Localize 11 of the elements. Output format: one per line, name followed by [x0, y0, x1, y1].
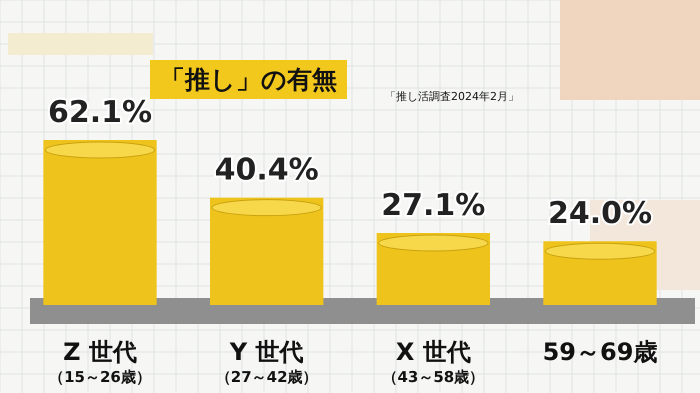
- x-tick-label: 59～69歳: [542, 338, 658, 366]
- data-label: 24.0%: [548, 196, 652, 232]
- chart-title: 「推し」の有無: [160, 65, 337, 94]
- x-tick-label: X 世代（43～58歳）: [382, 338, 484, 386]
- x-tick-label: Y 世代（27～42歳）: [216, 338, 318, 386]
- data-label: 40.4%: [214, 152, 319, 188]
- text: 「推し活調査2024年2月」: [385, 90, 519, 103]
- data-label: 27.1%: [381, 188, 486, 223]
- data-label: 62.1%: [48, 95, 152, 130]
- bar: [43, 140, 157, 305]
- x-tick-label: Z 世代（15～26歳）: [49, 338, 151, 386]
